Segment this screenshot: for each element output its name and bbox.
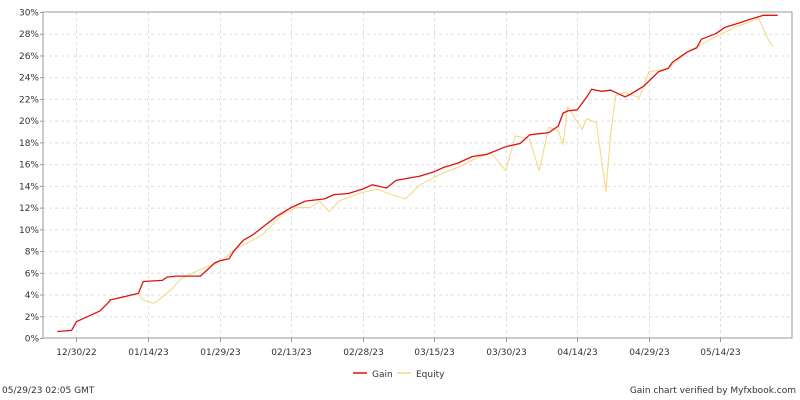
x-tick-label: 12/30/22 [56,348,96,358]
x-tick-label: 04/14/23 [557,348,597,358]
y-tick-label: 16% [19,161,39,171]
y-tick-label: 30% [19,9,39,19]
grid [43,12,792,338]
axis-ticks: 0% 2% 4% 6% 8% 10% 12% 14% 16% 18% 20% 22% 24% 26% 28%… [19,9,741,359]
x-tick-label: 02/28/23 [343,348,383,358]
x-tick-label: 01/29/23 [200,348,240,358]
equity-series-line [137,17,774,304]
plot-frame [42,11,793,339]
legend-gain-label: Gain [372,370,393,380]
legend-equity-label: Equity [416,370,445,380]
y-tick-label: 12% [19,204,39,214]
y-tick-label: 10% [19,226,39,236]
y-tick-label: 6% [25,269,40,279]
y-tick-label: 26% [19,52,39,62]
y-tick-label: 0% [25,335,40,345]
x-tick-label: 02/13/23 [271,348,311,358]
legend: Gain Equity [353,370,445,380]
series-lines [57,14,778,333]
x-tick-label: 01/14/23 [128,348,168,358]
timestamp-text: 05/29/23 02:05 GMT [2,386,95,396]
y-tick-label: 28% [19,30,39,40]
y-tick-label: 4% [25,291,40,301]
y-tick-label: 20% [19,117,39,127]
verified-credit-text: Gain chart verified by Myfxbook.com [629,386,796,396]
y-tick-label: 18% [19,139,39,149]
gain-series-line [57,14,778,333]
y-tick-label: 8% [25,248,40,258]
y-tick-label: 22% [19,95,39,105]
y-tick-label: 24% [19,74,39,84]
y-tick-label: 14% [19,182,39,192]
x-tick-label: 05/14/23 [700,348,740,358]
x-tick-label: 03/30/23 [486,348,526,358]
x-tick-label: 03/15/23 [414,348,454,358]
x-tick-label: 04/29/23 [629,348,669,358]
y-tick-label: 2% [25,313,40,323]
